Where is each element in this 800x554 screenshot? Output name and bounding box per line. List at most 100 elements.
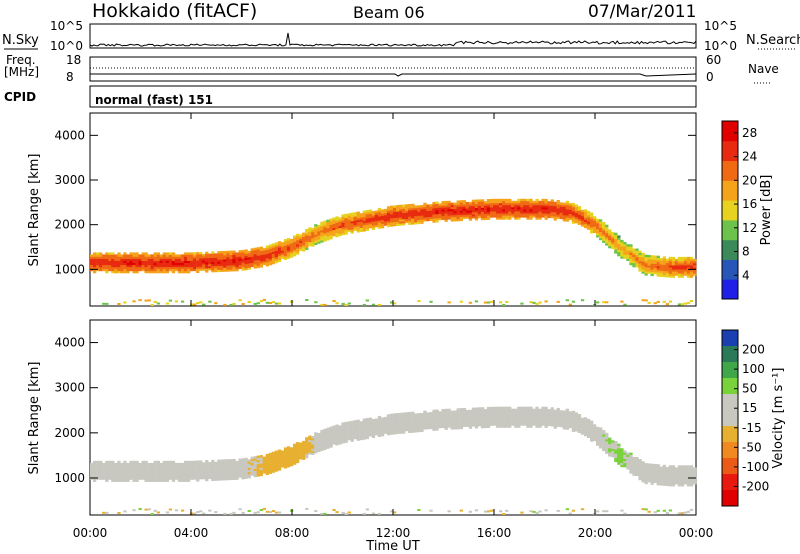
power-cell: [332, 231, 336, 235]
velocity-cell: [447, 425, 451, 428]
velocity-cell: [296, 450, 300, 453]
power-cell: [468, 208, 473, 211]
velocity-cell: [353, 434, 357, 438]
velocity-cell: [93, 469, 97, 472]
velocity-cell: [105, 479, 109, 482]
power-cell: [168, 256, 173, 259]
velocity-cell: [229, 473, 233, 476]
power-cell: [683, 267, 688, 270]
power-cell: [420, 217, 424, 220]
power-cell: [480, 215, 485, 219]
velocity-cell: [380, 429, 385, 433]
velocity-cell: [459, 416, 463, 419]
power-cell: [523, 209, 527, 212]
velocity-cell: [417, 425, 421, 429]
velocity-cell: [693, 471, 697, 474]
velocity-cell: [214, 466, 218, 469]
velocity-cell: [562, 412, 566, 415]
velocity-cell: [568, 411, 572, 414]
velocity-cell: [432, 420, 436, 423]
velocity-cell: [365, 436, 369, 440]
power-cell: [614, 238, 618, 242]
velocity-cell: [129, 465, 133, 468]
velocity-cell: [553, 420, 557, 423]
velocity-cell: [474, 411, 479, 414]
velocity-cell: [605, 451, 609, 454]
nave-label: Nave: [748, 62, 779, 76]
velocity-cell: [499, 419, 503, 422]
velocity-cell: [574, 416, 579, 419]
velocity-cell: [377, 430, 382, 433]
velocity-cell: [650, 463, 654, 467]
velocity-cell: [226, 463, 230, 466]
power-cell: [341, 226, 345, 230]
colorbar-segment: [722, 330, 738, 347]
power-cell: [153, 252, 157, 255]
power-cell: [599, 225, 603, 228]
velocity-cell: [414, 415, 418, 418]
power-cell: [383, 215, 388, 218]
velocity-cell: [374, 420, 379, 423]
power-cell: [374, 222, 379, 226]
power-cell: [259, 256, 263, 260]
power-cell: [568, 207, 572, 210]
power-cell: [671, 265, 676, 268]
power-cell: [365, 214, 369, 217]
velocity-cell: [544, 415, 548, 418]
power-cell: [208, 263, 212, 267]
power-cell: [314, 238, 318, 241]
power-cell: [620, 256, 624, 259]
power-cell: [90, 260, 94, 263]
velocity-cell: [620, 450, 624, 453]
nave-tick-top: 60: [706, 53, 721, 67]
power-cell: [102, 256, 106, 259]
velocity-cell: [250, 469, 254, 472]
power-cell: [502, 204, 506, 208]
velocity-cell: [508, 412, 512, 416]
velocity-cell: [456, 410, 460, 413]
velocity-cell: [426, 426, 430, 430]
velocity-cell: [423, 412, 427, 416]
velocity-cell: [459, 410, 463, 413]
power-cell: [617, 245, 621, 249]
velocity-cell: [550, 409, 554, 412]
velocity-cell: [141, 473, 145, 476]
velocity-cell: [183, 462, 188, 466]
power-cell: [568, 213, 572, 216]
velocity-cell: [223, 461, 227, 464]
velocity-cell: [505, 408, 509, 412]
power-cell: [689, 265, 694, 268]
power-cell: [396, 207, 400, 210]
velocity-cell: [535, 425, 539, 428]
power-cell: [550, 207, 554, 211]
power-cell: [462, 210, 466, 213]
power-cell: [674, 269, 679, 272]
freq-label-2: [MHz]: [4, 65, 39, 79]
power-cell: [499, 217, 503, 220]
power-cell: [532, 202, 536, 206]
velocity-cell: [147, 467, 151, 470]
power-cell: [517, 204, 521, 208]
power-cell: [293, 235, 297, 238]
power-cell: [259, 252, 263, 256]
velocity-cell: [590, 431, 594, 434]
power-cell: [187, 270, 191, 274]
power-cell: [450, 219, 454, 222]
velocity-cell: [374, 426, 379, 430]
velocity-cell: [253, 460, 257, 463]
power-cell: [577, 210, 582, 213]
colorbar-tick-label: 28: [742, 126, 757, 140]
velocity-cell: [599, 439, 603, 443]
power-cell: [105, 252, 109, 255]
velocity-cell: [547, 415, 551, 418]
power-cell: [371, 227, 376, 230]
power-cell: [247, 263, 251, 266]
power-cell: [526, 213, 530, 216]
power-cell: [450, 210, 454, 214]
power-cell: [671, 275, 676, 278]
power-cell: [677, 256, 682, 260]
power-cell: [359, 221, 363, 224]
power-cell: [480, 207, 485, 210]
velocity-cell: [638, 475, 642, 479]
velocity-cell: [183, 471, 188, 474]
